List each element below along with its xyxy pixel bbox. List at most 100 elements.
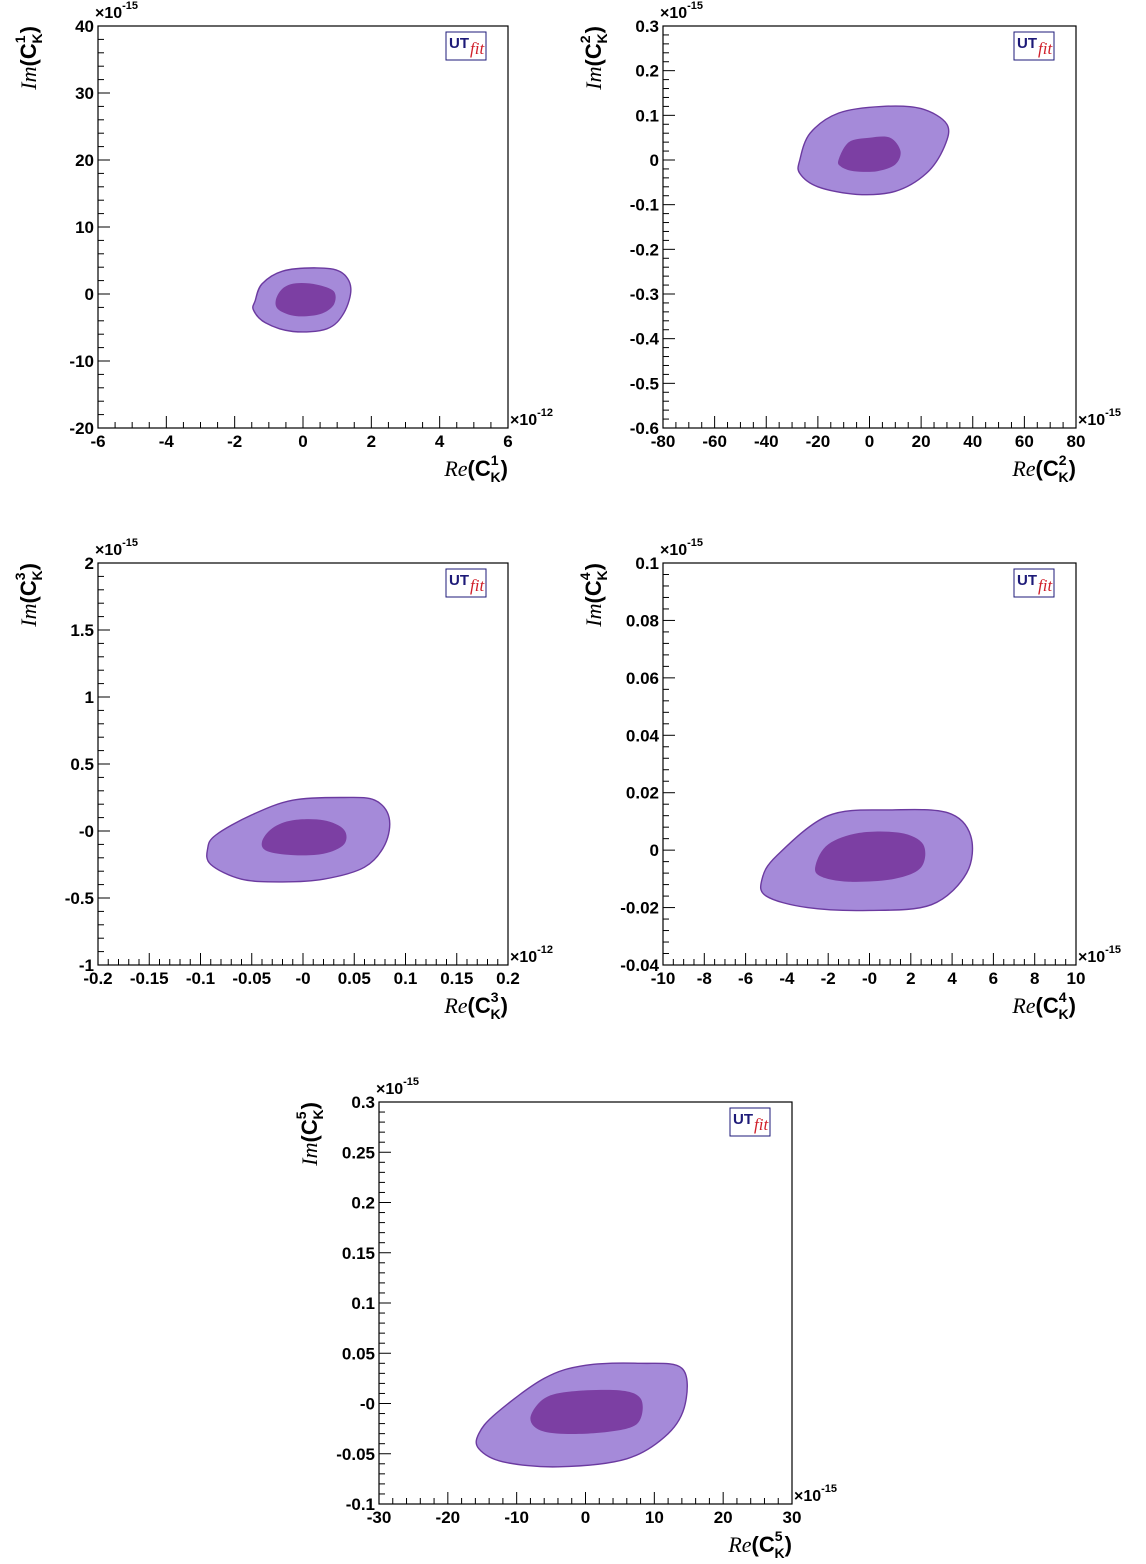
y-tick-label: 0.06 bbox=[626, 669, 659, 688]
x-tick-label: 60 bbox=[1015, 432, 1034, 451]
x-tick-label: 0 bbox=[298, 432, 307, 451]
y-axis-title: Im(C1K) bbox=[12, 26, 45, 91]
y-tick-label: 0.2 bbox=[351, 1194, 375, 1213]
axis-ticks bbox=[97, 562, 509, 966]
x-tick-label: 0 bbox=[865, 432, 874, 451]
logo-frame bbox=[1013, 568, 1055, 598]
y-tick-label: -0.1 bbox=[346, 1495, 375, 1514]
chart-panel-1: -6 -4 -2 0 2 4 6-20-10010203040×10-15×10-12Re(… bbox=[12, 0, 553, 485]
y-tick-label: 1.5 bbox=[70, 621, 94, 640]
y-tick-label: -0.3 bbox=[630, 285, 659, 304]
logo-text: UTfit bbox=[1017, 35, 1053, 58]
chart-panel-2: -80 -60 -40 -20 0 20 40 60 80 -0.6 -0.5 -0.4 -0.3 -0.… bbox=[577, 0, 1121, 485]
contour-68-region bbox=[275, 283, 336, 317]
y-tick-label: 20 bbox=[75, 151, 94, 170]
contour-68-region bbox=[837, 136, 901, 172]
axis-ticks bbox=[378, 1101, 793, 1505]
x-tick-label: 6 bbox=[503, 432, 512, 451]
contour-68-region bbox=[261, 819, 347, 856]
utfit-logo: UTfit bbox=[445, 568, 487, 598]
y-tick-label: -0.05 bbox=[336, 1445, 375, 1464]
x-tick-label: 0.15 bbox=[440, 969, 473, 988]
y-tick-label: -0.5 bbox=[65, 889, 94, 908]
y-tick-label: 0.15 bbox=[342, 1244, 375, 1263]
chart-panel-3: -0.2 -0.15 -0.1 -0.05 -0 0.05 0.1 0.15 0.2 -1 -0.5… bbox=[12, 537, 553, 1022]
x-tick-label: -2 bbox=[821, 969, 836, 988]
y-tick-label: 0.02 bbox=[626, 784, 659, 803]
logo-text: UTfit bbox=[733, 1111, 769, 1134]
y-tick-label: 0.04 bbox=[626, 726, 660, 745]
x-tick-label: 10 bbox=[645, 1508, 664, 1527]
y-tick-label: 0.3 bbox=[351, 1093, 375, 1112]
axis-ticks bbox=[97, 25, 509, 429]
x-tick-label: 20 bbox=[912, 432, 931, 451]
y-tick-label: 2 bbox=[85, 554, 94, 573]
chart-panel-5: -30 -20 -10 0 10 20 30 -0.1 -0.05 -0 0.05 0.1 0.15 0.… bbox=[293, 1076, 837, 1561]
plot-frame bbox=[97, 25, 509, 429]
axis-ticks bbox=[662, 562, 1077, 966]
y-tick-label: 1 bbox=[85, 688, 94, 707]
y-tick-label: 0 bbox=[650, 151, 659, 170]
y-tick-label: 0 bbox=[650, 841, 659, 860]
logo-text: UTfit bbox=[449, 572, 485, 595]
y-exponent-label: ×10-15 bbox=[660, 537, 703, 559]
y-tick-label: 0.1 bbox=[351, 1294, 375, 1313]
x-tick-label: 4 bbox=[435, 432, 445, 451]
x-exponent-label: ×10-15 bbox=[1078, 407, 1121, 429]
y-axis-title: Im(C3K) bbox=[12, 563, 45, 628]
utfit-logo: UTfit bbox=[1013, 568, 1055, 598]
x-tick-label: -4 bbox=[779, 969, 795, 988]
x-tick-label: -6 bbox=[738, 969, 753, 988]
x-tick-label: -10 bbox=[504, 1508, 529, 1527]
x-tick-label: 30 bbox=[783, 1508, 802, 1527]
y-tick-label: 30 bbox=[75, 84, 94, 103]
y-axis-title: Im(C5K) bbox=[293, 1102, 326, 1167]
logo-frame bbox=[445, 568, 487, 598]
x-tick-label: 8 bbox=[1030, 969, 1039, 988]
x-axis-title: Re(C5 K) bbox=[727, 1528, 792, 1561]
x-tick-label: -4 bbox=[159, 432, 175, 451]
x-tick-label: -10 bbox=[651, 969, 676, 988]
x-axis-title: Re(C2 K) bbox=[1011, 452, 1076, 485]
x-tick-label: -60 bbox=[702, 432, 727, 451]
y-tick-label: 10 bbox=[75, 218, 94, 237]
y-exponent-label: ×10-15 bbox=[95, 0, 138, 22]
y-tick-label: -0.2 bbox=[630, 240, 659, 259]
x-tick-label: -8 bbox=[697, 969, 712, 988]
utfit-logo: UTfit bbox=[729, 1107, 771, 1137]
x-exponent-label: ×10-12 bbox=[510, 407, 553, 429]
logo-text: UTfit bbox=[1017, 572, 1053, 595]
y-tick-label: -20 bbox=[69, 419, 94, 438]
x-tick-label: -0.2 bbox=[83, 969, 112, 988]
x-tick-label: 0.2 bbox=[496, 969, 520, 988]
x-axis-title: Re(C1 K) bbox=[443, 452, 508, 485]
y-tick-label: 0.1 bbox=[635, 106, 659, 125]
y-tick-label: -10 bbox=[69, 352, 94, 371]
y-tick-label: -0 bbox=[79, 822, 94, 841]
plot-frame bbox=[662, 25, 1077, 429]
utfit-logo: UTfit bbox=[1013, 31, 1055, 61]
x-exponent-label: ×10-15 bbox=[794, 1483, 837, 1505]
logo-frame bbox=[445, 31, 487, 61]
y-tick-label: 0.3 bbox=[635, 17, 659, 36]
x-tick-label: -0 bbox=[862, 969, 877, 988]
axis-ticks bbox=[662, 25, 1077, 429]
x-tick-label: 20 bbox=[714, 1508, 733, 1527]
y-tick-label: -0 bbox=[360, 1395, 375, 1414]
y-tick-label: 0 bbox=[85, 285, 94, 304]
y-axis-title: Im(C4K) bbox=[577, 563, 610, 628]
x-tick-label: -20 bbox=[806, 432, 831, 451]
x-tick-label: 40 bbox=[963, 432, 982, 451]
x-tick-label: -30 bbox=[367, 1508, 392, 1527]
x-tick-label: -40 bbox=[754, 432, 779, 451]
x-tick-label: 0 bbox=[581, 1508, 590, 1527]
x-tick-label: 0.1 bbox=[394, 969, 418, 988]
logo-text: UTfit bbox=[449, 35, 485, 58]
x-tick-label: -0.1 bbox=[186, 969, 215, 988]
y-tick-label: -0.5 bbox=[630, 374, 659, 393]
utfit-logo: UTfit bbox=[445, 31, 487, 61]
x-tick-label: 2 bbox=[367, 432, 376, 451]
x-tick-label: -2 bbox=[227, 432, 242, 451]
y-tick-label: 0.5 bbox=[70, 755, 94, 774]
x-exponent-label: ×10-12 bbox=[510, 944, 553, 966]
